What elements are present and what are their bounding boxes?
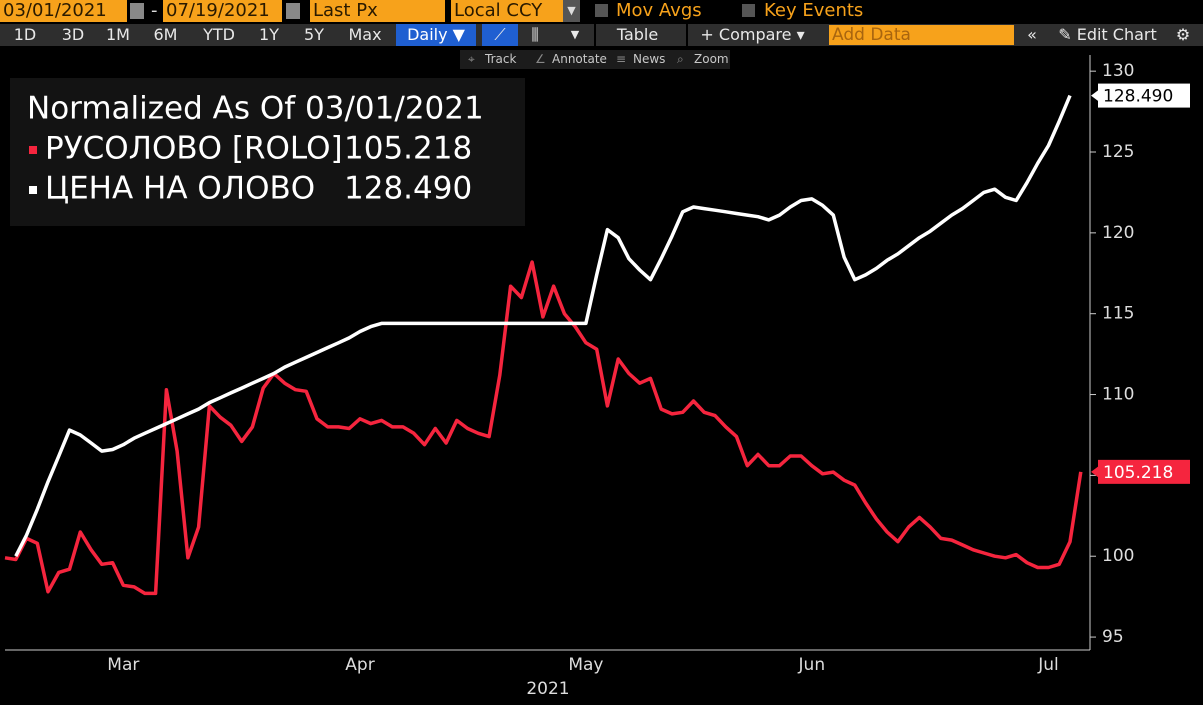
separator bbox=[686, 24, 688, 46]
compare-button[interactable]: + Compare ▾ bbox=[700, 25, 805, 44]
bar-chart-icon[interactable]: ⫼ bbox=[531, 25, 539, 44]
legend-box bbox=[10, 78, 525, 226]
tool-bar bbox=[460, 50, 730, 69]
last-value-tag bbox=[1098, 83, 1190, 108]
x-tick-label: Jul bbox=[1037, 655, 1059, 675]
date-dash: - bbox=[151, 0, 158, 21]
y-tick-label: 110 bbox=[1102, 385, 1134, 405]
add-data-input[interactable]: Add Data bbox=[829, 25, 1014, 45]
calendar-icon[interactable] bbox=[286, 3, 300, 19]
range-button[interactable]: Max bbox=[348, 25, 382, 44]
range-button[interactable]: 1D bbox=[13, 25, 37, 44]
tool-button[interactable]: Track bbox=[485, 52, 517, 66]
calendar-icon[interactable] bbox=[130, 3, 144, 19]
x-tick-label: Jun bbox=[798, 655, 826, 675]
range-button[interactable]: YTD bbox=[203, 25, 235, 44]
line-series bbox=[14, 94, 1072, 557]
separator bbox=[594, 24, 596, 46]
legend-value: 128.490 bbox=[344, 171, 472, 207]
checkbox[interactable] bbox=[742, 4, 755, 17]
last-value-label: 105.218 bbox=[1103, 463, 1173, 483]
tool-icon: ⌖ bbox=[468, 52, 475, 66]
last-value-pointer bbox=[1091, 465, 1099, 478]
y-tick-label: 130 bbox=[1102, 61, 1134, 81]
y-tick-label: 115 bbox=[1102, 304, 1134, 324]
field-select[interactable]: Last Px bbox=[310, 0, 445, 22]
x-axis-label: 2021 bbox=[526, 679, 569, 699]
checkbox[interactable] bbox=[595, 4, 608, 17]
y-tick-label: 100 bbox=[1102, 546, 1134, 566]
last-value-pointer bbox=[1091, 89, 1099, 102]
range-button[interactable]: 1Y bbox=[259, 25, 279, 44]
mov-avgs[interactable]: Mov Avgs bbox=[616, 0, 702, 21]
table-button[interactable]: Table bbox=[616, 25, 659, 44]
collapse-button[interactable]: « bbox=[1027, 25, 1037, 44]
legend-swatch bbox=[29, 186, 37, 194]
tool-button[interactable]: News bbox=[633, 52, 666, 66]
dropdown-arrow[interactable]: ▼ bbox=[570, 28, 580, 41]
y-tick-label: 120 bbox=[1102, 223, 1134, 243]
y-tick-label: 125 bbox=[1102, 142, 1134, 162]
line-series bbox=[4, 260, 1083, 596]
x-tick-label: Mar bbox=[107, 655, 139, 675]
edit-chart-label: Edit Chart bbox=[1076, 25, 1157, 44]
tool-icon: ≡ bbox=[616, 52, 627, 66]
range-button[interactable]: 5Y bbox=[304, 25, 324, 44]
tool-icon: ∠ bbox=[535, 52, 546, 66]
legend-name: РУСОЛОВО [ROLO] bbox=[45, 131, 343, 167]
end-date[interactable]: 07/19/2021 bbox=[163, 0, 282, 22]
range-button[interactable]: 6M bbox=[153, 25, 178, 44]
frequency-select[interactable]: Daily ▼ bbox=[396, 24, 476, 46]
tool-button[interactable]: Zoom bbox=[694, 52, 729, 66]
legend-name: ЦЕНА НА ОЛОВО bbox=[45, 171, 315, 207]
range-button[interactable]: 3D bbox=[61, 25, 85, 44]
last-value-label: 128.490 bbox=[1103, 87, 1173, 107]
legend-swatch bbox=[29, 146, 37, 154]
y-tick-label: 95 bbox=[1102, 627, 1124, 647]
edit-chart-button[interactable]: ✎ Edit Chart bbox=[1050, 24, 1165, 46]
tool-button[interactable]: Annotate bbox=[552, 52, 607, 66]
tool-icon: ⌕ bbox=[677, 52, 684, 66]
x-tick-label: Apr bbox=[345, 655, 374, 675]
range-button[interactable]: 1M bbox=[106, 25, 130, 44]
settings-button[interactable]: ⚙ bbox=[1175, 25, 1191, 44]
key-events[interactable]: Key Events bbox=[764, 0, 864, 21]
pencil-icon: ✎ bbox=[1058, 25, 1077, 44]
legend-title: Normalized As Of 03/01/2021 bbox=[27, 91, 484, 127]
x-tick-label: May bbox=[568, 655, 603, 675]
last-value-tag bbox=[1098, 459, 1190, 484]
line-chart-icon[interactable]: ⟋ bbox=[482, 24, 518, 46]
dropdown-arrow[interactable]: ▼ bbox=[563, 0, 580, 22]
start-date[interactable]: 03/01/2021 bbox=[0, 0, 127, 22]
currency-select[interactable]: Local CCY bbox=[451, 0, 563, 22]
legend-value: 105.218 bbox=[344, 131, 472, 167]
